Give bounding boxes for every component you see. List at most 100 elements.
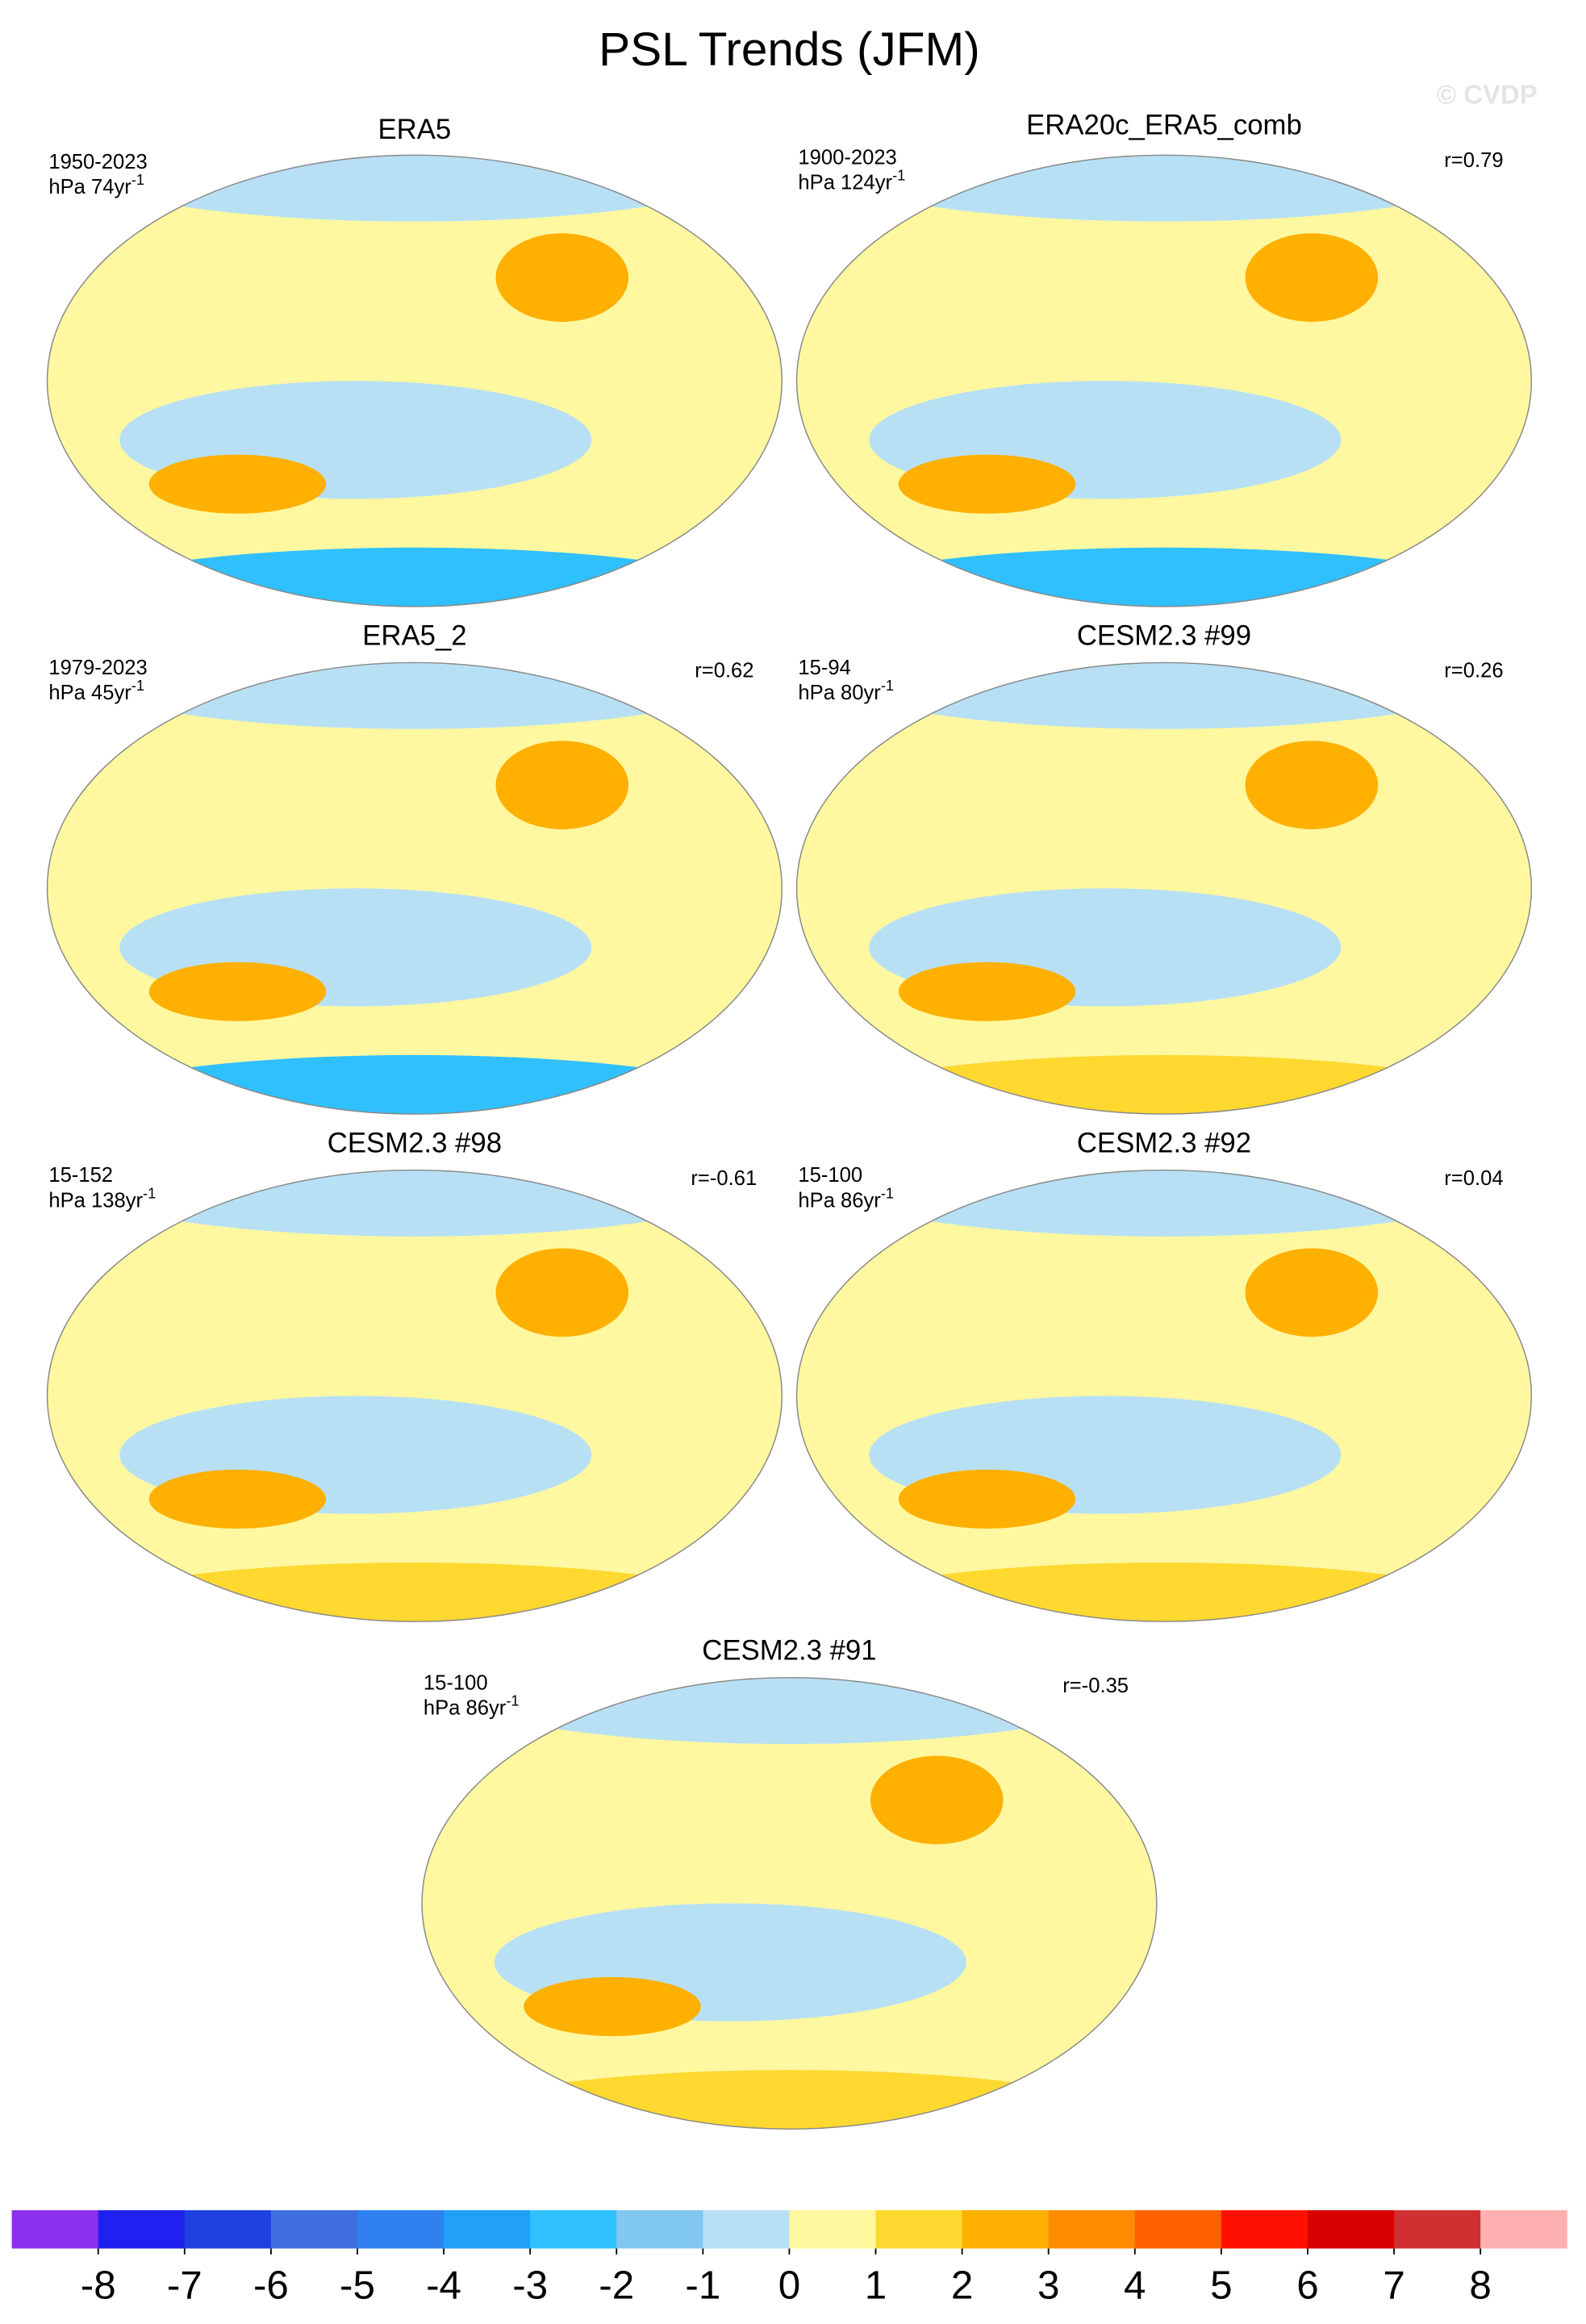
map-outline [46, 154, 783, 607]
panel-period: 15-100 [798, 1164, 862, 1187]
map-background [796, 662, 1532, 1115]
colorbar-swatch [1307, 2209, 1395, 2249]
field-blob [148, 962, 327, 1021]
figure-title: PSL Trends (JFM) [599, 23, 980, 76]
colorbar-tick-label: -6 [253, 2264, 289, 2308]
panel-correlation: r=0.62 [695, 660, 753, 682]
colorbar-tick-label: 3 [1037, 2264, 1059, 2308]
colorbar-swatch [444, 2209, 531, 2249]
field-blob [495, 1248, 629, 1337]
field-blob [898, 962, 1076, 1021]
colorbar-swatch [962, 2209, 1050, 2249]
panel-period: 15-100 [424, 1671, 488, 1694]
units-text: hPa 124yr [798, 171, 892, 194]
colorbar-tick-label: -3 [512, 2264, 548, 2308]
colorbar-tick-label: -5 [340, 2264, 375, 2308]
colorbar-swatch [789, 2209, 877, 2249]
colorbar-swatch [11, 2209, 99, 2249]
colorbar-tick-label: 0 [778, 2264, 800, 2308]
colorbar-tick-label: -2 [599, 2264, 634, 2308]
field-band [47, 662, 783, 729]
panel-correlation: r=0.04 [1444, 1167, 1503, 1190]
panel-units: hPa 138yr-1 [48, 1184, 156, 1212]
map-outline [795, 661, 1533, 1115]
colorbar-swatch [357, 2209, 444, 2249]
panel-title: CESM2.3 #92 [1077, 1129, 1251, 1159]
map-outline [46, 661, 783, 1115]
watermark: © CVDP [1437, 79, 1538, 109]
panel-units: hPa 45yr-1 [48, 677, 144, 704]
panel-correlation: r=-0.35 [1062, 1675, 1129, 1697]
panel-units: hPa 86yr-1 [798, 1184, 894, 1212]
field-blob [1245, 741, 1379, 830]
field-band [47, 1170, 783, 1237]
panel-title: ERA5 [378, 115, 452, 145]
panel-units: hPa 74yr-1 [48, 171, 144, 198]
colorbar-tick-label: -8 [81, 2264, 116, 2308]
map [47, 662, 783, 1115]
colorbar-tick-label: 8 [1469, 2264, 1491, 2308]
field-blob [148, 454, 327, 514]
colorbar-swatch [98, 2209, 186, 2249]
map-background [422, 1677, 1157, 2130]
field-blob [524, 1976, 701, 2037]
colorbar-tick-label: 7 [1383, 2264, 1404, 2308]
colorbar-swatch [530, 2209, 617, 2249]
map-outline [421, 1676, 1158, 2130]
colorbar-swatch [1394, 2209, 1481, 2249]
field-blob [898, 1469, 1076, 1529]
colorbar-swatch [1048, 2209, 1136, 2249]
panel-correlation: r=0.79 [1444, 149, 1503, 172]
units-text: hPa 86yr [424, 1696, 507, 1719]
colorbar-swatch [616, 2209, 703, 2249]
units-text: hPa 45yr [48, 682, 131, 704]
field-blob [898, 454, 1076, 514]
map [47, 1170, 783, 1622]
colorbar-tick-label: -7 [167, 2264, 202, 2308]
units-exponent: -1 [131, 677, 144, 694]
units-exponent: -1 [506, 1692, 519, 1709]
panel-title: CESM2.3 #99 [1077, 620, 1251, 651]
map-outline [795, 1169, 1533, 1622]
panel-period: 15-152 [48, 1164, 113, 1187]
map [47, 155, 783, 607]
map-outline [795, 154, 1533, 607]
units-text: hPa 86yr [798, 1189, 881, 1212]
map [796, 155, 1532, 607]
panel-title: ERA20c_ERA5_comb [1026, 111, 1302, 141]
panel-correlation: r=0.26 [1444, 660, 1503, 682]
colorbar-tick-label: -1 [685, 2264, 720, 2308]
colorbar-tick-label: 1 [865, 2264, 887, 2308]
panel-correlation: r=-0.61 [691, 1167, 757, 1190]
map-background [796, 1170, 1532, 1622]
colorbar-swatch [1134, 2209, 1222, 2249]
colorbar-tick-label: 4 [1124, 2264, 1146, 2308]
field-blob [870, 1755, 1004, 1845]
map [796, 662, 1532, 1115]
panel-period: 1979-2023 [48, 657, 147, 679]
units-text: hPa 74yr [48, 176, 131, 198]
panel-units: hPa 86yr-1 [424, 1692, 520, 1719]
panel-title: CESM2.3 #91 [702, 1636, 876, 1667]
panel-period: 15-94 [798, 657, 850, 679]
field-band [796, 662, 1532, 729]
units-text: hPa 80yr [798, 682, 881, 704]
colorbar-swatch [1221, 2209, 1308, 2249]
panel-period: 1900-2023 [798, 146, 896, 169]
map-background [796, 155, 1532, 607]
map [422, 1677, 1157, 2130]
units-exponent: -1 [892, 166, 905, 183]
colorbar-swatch [875, 2209, 963, 2249]
field-blob [1245, 233, 1379, 322]
field-blob [495, 741, 629, 830]
field-band [422, 1677, 1157, 1744]
units-exponent: -1 [881, 677, 894, 694]
units-exponent: -1 [881, 1184, 894, 1201]
panel-units: hPa 80yr-1 [798, 677, 894, 704]
map-background [47, 155, 783, 607]
field-blob [148, 1469, 327, 1529]
panel-units: hPa 124yr-1 [798, 166, 905, 194]
colorbar-tick-label: -4 [426, 2264, 461, 2308]
map-background [47, 662, 783, 1115]
